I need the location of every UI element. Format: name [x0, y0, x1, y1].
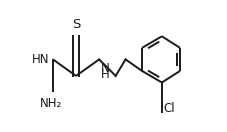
- Text: NH₂: NH₂: [40, 96, 62, 110]
- Text: N: N: [100, 62, 109, 75]
- Text: Cl: Cl: [163, 103, 174, 116]
- Text: S: S: [72, 18, 80, 31]
- Text: H: H: [100, 69, 109, 81]
- Text: HN: HN: [32, 53, 49, 66]
